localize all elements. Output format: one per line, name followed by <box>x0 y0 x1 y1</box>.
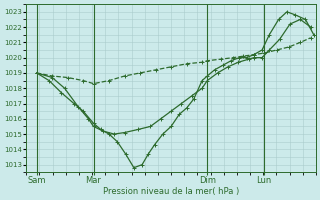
X-axis label: Pression niveau de la mer( hPa ): Pression niveau de la mer( hPa ) <box>103 187 239 196</box>
